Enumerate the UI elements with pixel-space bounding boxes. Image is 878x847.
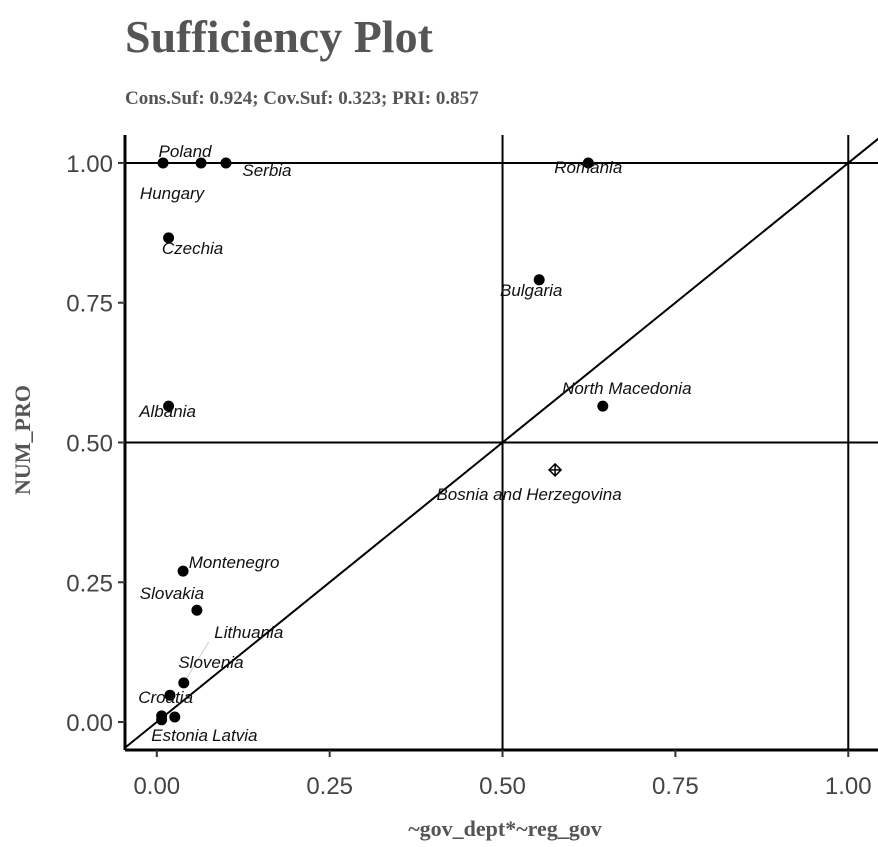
y-tick-label: 0.25 [66, 570, 113, 597]
chart-subtitle: Cons.Suf: 0.924; Cov.Suf: 0.323; PRI: 0.… [125, 88, 479, 109]
point-label: Croatia [138, 688, 193, 707]
point [163, 400, 175, 412]
y-tick-label: 0.00 [66, 710, 113, 737]
point [548, 462, 563, 477]
point-label: Slovakia [140, 584, 204, 603]
point-label: Serbia [242, 161, 291, 180]
x-axis-label: ~gov_dept*~reg_gov [408, 816, 602, 841]
x-tick-label: 0.00 [133, 773, 180, 800]
point [177, 565, 189, 577]
point-label: Lithuania [214, 623, 283, 642]
diagonal-line [125, 137, 878, 750]
point-label: Latvia [212, 726, 257, 745]
point-label: Bosnia and Herzegovina [436, 485, 621, 504]
point [178, 677, 190, 689]
y-tick-label: 1.00 [66, 151, 113, 178]
point [163, 232, 175, 244]
point-label: Hungary [140, 184, 206, 203]
x-tick-label: 0.75 [652, 773, 699, 800]
point-label: Estonia [151, 726, 208, 745]
point-label: Slovenia [178, 653, 243, 672]
x-tick-label: 0.25 [306, 773, 353, 800]
point [582, 157, 594, 169]
axes: 0.00 0.25 0.50 0.75 1.00 0.00 0.25 0.50 0.75 1.00 [66, 135, 878, 800]
point [195, 157, 207, 169]
point-label: Romania [554, 158, 622, 177]
leader-line [183, 641, 210, 684]
chart-title: Sufficiency Plot [125, 11, 434, 62]
point [597, 400, 609, 412]
point [164, 689, 176, 701]
point [169, 711, 181, 723]
point-label: Albania [138, 402, 196, 421]
point-label: North Macedonia [562, 379, 691, 398]
point [156, 714, 168, 726]
point-label: Poland [159, 142, 212, 161]
point [157, 157, 169, 169]
point [533, 274, 545, 286]
y-tick-label: 0.50 [66, 431, 113, 458]
point-label: Bulgaria [500, 281, 562, 300]
point-shape [548, 462, 563, 477]
x-tick-label: 1.00 [825, 773, 872, 800]
point-label: Czechia [162, 239, 223, 258]
y-tick-label: 0.75 [66, 291, 113, 318]
point [220, 157, 232, 169]
plot-area [125, 135, 878, 750]
x-tick-label: 0.50 [479, 773, 526, 800]
point [191, 604, 203, 616]
y-axis-label: NUM_PRO [10, 385, 35, 495]
point-label: Montenegro [189, 553, 280, 572]
